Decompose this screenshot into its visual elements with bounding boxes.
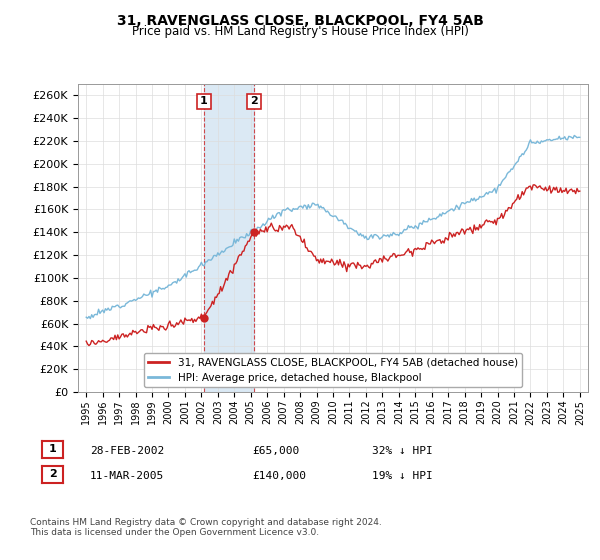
Text: £65,000: £65,000 [252,446,299,456]
Legend: 31, RAVENGLASS CLOSE, BLACKPOOL, FY4 5AB (detached house), HPI: Average price, d: 31, RAVENGLASS CLOSE, BLACKPOOL, FY4 5AB… [144,353,522,387]
Text: 28-FEB-2002: 28-FEB-2002 [90,446,164,456]
Text: 2: 2 [250,96,258,106]
Text: 32% ↓ HPI: 32% ↓ HPI [372,446,433,456]
Text: 2: 2 [49,469,56,479]
Text: £140,000: £140,000 [252,471,306,481]
Text: 1: 1 [49,444,56,454]
Text: Contains HM Land Registry data © Crown copyright and database right 2024.
This d: Contains HM Land Registry data © Crown c… [30,518,382,538]
Text: 19% ↓ HPI: 19% ↓ HPI [372,471,433,481]
Text: 11-MAR-2005: 11-MAR-2005 [90,471,164,481]
Text: 1: 1 [200,96,208,106]
Text: 31, RAVENGLASS CLOSE, BLACKPOOL, FY4 5AB: 31, RAVENGLASS CLOSE, BLACKPOOL, FY4 5AB [116,14,484,28]
Text: Price paid vs. HM Land Registry's House Price Index (HPI): Price paid vs. HM Land Registry's House … [131,25,469,38]
Bar [204,84,254,392]
